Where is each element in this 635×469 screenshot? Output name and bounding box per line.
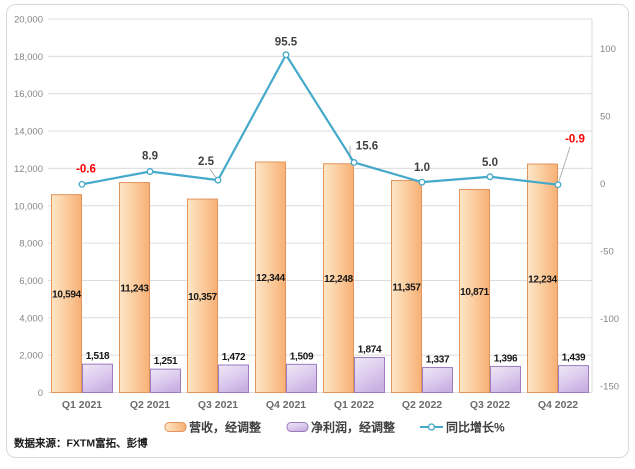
netprofit-bar: [286, 363, 317, 394]
netprofit-bar: [150, 368, 181, 393]
right-axis-label: 100: [600, 44, 616, 55]
revenue-bar: [119, 182, 150, 393]
growth-point-label: 95.5: [275, 37, 298, 49]
revenue-bar: [323, 163, 354, 393]
right-axis-label: -100: [600, 314, 619, 325]
left-axis-label: 8,000: [19, 239, 43, 250]
legend-label-netprofit: 净利润，经调整: [311, 420, 395, 435]
netprofit-bar: [490, 365, 521, 393]
growth-point-label: 15.6: [356, 140, 378, 152]
revenue-bar: [527, 163, 558, 393]
revenue-bar-label: 12,248: [324, 274, 354, 285]
growth-point-label: 1.0: [414, 162, 430, 174]
netprofit-bar: [82, 363, 113, 393]
right-axis-label: -50: [600, 246, 614, 257]
category-label: Q4 2021: [266, 399, 306, 411]
legend-swatch-revenue: [164, 422, 187, 432]
category-label: Q3 2021: [198, 399, 238, 411]
legend-marker-glyph: [427, 423, 436, 431]
plot-area: 20,000 18,000 16,000 14,000 12,000 10,000 8,00…: [14, 15, 619, 412]
growth-point-label: 8.9: [142, 151, 158, 163]
growth-marker: [146, 168, 154, 175]
left-axis-label: 12,000: [14, 164, 43, 175]
netprofit-bar-label: 1,439: [562, 353, 586, 364]
category-label: Q2 2022: [402, 399, 442, 411]
left-axis-label: 18,000: [14, 52, 43, 63]
growth-marker: [418, 178, 426, 186]
revenue-bar: [459, 188, 490, 393]
left-axis-label: 2,000: [19, 351, 43, 362]
netprofit-bar: [422, 367, 453, 393]
revenue-bar: [187, 198, 218, 393]
growth-point-label: 2.5: [198, 156, 215, 168]
revenue-bar: [391, 179, 422, 393]
netprofit-bar-label: 1,337: [426, 355, 450, 366]
revenue-bar-label: 11,243: [120, 284, 149, 295]
legend-label-growth: 同比增长%: [446, 420, 505, 435]
category-label: Q1 2022: [334, 399, 374, 411]
netprofit-bar: [558, 365, 589, 394]
growth-line: [80, 53, 560, 186]
growth-marker: [78, 180, 86, 188]
right-axis-label: -150: [600, 381, 619, 392]
growth-marker: [282, 51, 290, 59]
revenue-bar-label: 12,234: [528, 274, 558, 285]
netprofit-bar: [218, 364, 249, 394]
revenue-bar-label: 10,871: [460, 287, 490, 298]
left-axis-label: 6,000: [19, 276, 43, 287]
growth-marker: [554, 181, 562, 189]
revenue-bar-label: 10,357: [188, 292, 218, 303]
legend-swatch-growth: [420, 423, 443, 431]
netprofit-bar-label: 1,518: [86, 351, 110, 362]
growth-point-label: -0.9: [565, 134, 585, 146]
right-axis-label: 0: [600, 179, 605, 190]
growth-marker: [350, 159, 358, 166]
category-label: Q1 2021: [62, 399, 102, 411]
legend-label-revenue: 营收，经调整: [189, 420, 261, 435]
label-leader-line: [209, 168, 217, 179]
netprofit-bar-label: 1,509: [290, 351, 314, 362]
growth-point-label: 5.0: [482, 157, 498, 169]
netprofit-bar-label: 1,251: [154, 356, 178, 367]
left-axis-label: 4,000: [19, 313, 43, 324]
netprofit-bar-label: 1,472: [222, 352, 246, 363]
netprofit-bar-label: 1,874: [358, 345, 382, 356]
netprofit-bar-label: 1,396: [494, 353, 518, 364]
left-axis-label: 10,000: [14, 201, 43, 212]
growth-marker: [486, 173, 494, 181]
revenue-bar: [255, 161, 286, 393]
growth-marker: [214, 176, 222, 184]
category-label: Q2 2021: [130, 399, 170, 411]
left-axis-label: 0: [38, 388, 43, 399]
category-label: Q3 2022: [470, 399, 510, 411]
chart-legend: 营收，经调整 净利润，经调整 同比增长%: [164, 420, 505, 435]
revenue-bar-label: 11,357: [392, 282, 421, 293]
left-axis-label: 20,000: [14, 15, 43, 26]
revenue-bar-label: 12,344: [256, 273, 286, 284]
label-leader-line: [558, 146, 571, 182]
legend-swatch-netprofit: [286, 422, 309, 432]
netprofit-bar: [354, 357, 385, 393]
category-label: Q4 2022: [538, 399, 578, 411]
right-axis-label: 50: [600, 112, 611, 123]
revenue-bar: [51, 194, 82, 393]
growth-point-label: -0.6: [76, 163, 96, 175]
revenue-bar-label: 10,594: [52, 290, 82, 301]
left-axis-label: 16,000: [14, 89, 43, 100]
source-note: 数据来源：FXTM富拓、彭博: [13, 437, 148, 450]
left-axis-label: 14,000: [14, 127, 43, 138]
